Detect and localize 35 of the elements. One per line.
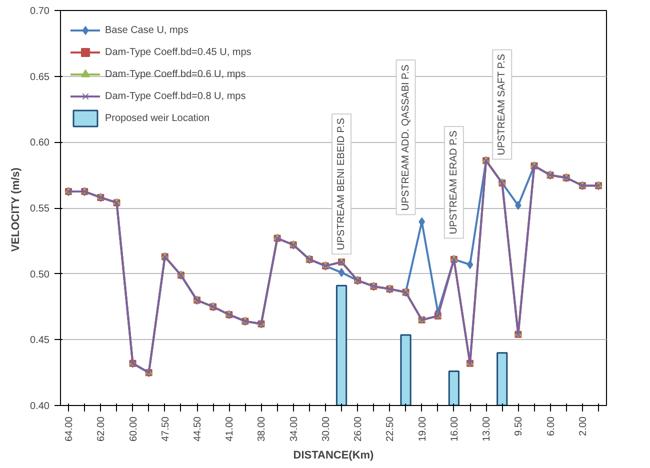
- x-tick-label: 2.00: [578, 416, 589, 436]
- x-tick-label: 38.00: [256, 416, 268, 442]
- annotation: UPSTREAM ADD. QASSABI P.S: [400, 64, 412, 211]
- legend-label: Proposed weir Location: [105, 112, 210, 125]
- y-tick-label: 0.70: [30, 6, 50, 17]
- x-tick-label: 60.00: [128, 416, 140, 442]
- x-tick-label: 26.00: [353, 416, 364, 442]
- legend-label: Base Case U, mps: [105, 24, 188, 37]
- y-tick-label: 0.45: [30, 335, 50, 346]
- legend-label: Dam-Type Coeff.bd=0.8 U, mps: [105, 90, 246, 103]
- annotation: UPSTREAM ERAD P.S: [448, 130, 460, 234]
- x-tick-label: 13.00: [482, 416, 493, 442]
- y-tick-label: 0.65: [30, 72, 50, 83]
- legend-label: Dam-Type Coeff.bd=0.45 U, mps: [105, 46, 252, 59]
- y-tick-label: 0.55: [30, 204, 50, 214]
- annotation: UPSTREAM SAFT P.S: [496, 54, 508, 156]
- x-tick-label: 19.00: [417, 416, 428, 442]
- x-tick-label: 30.00: [320, 416, 332, 442]
- x-tick-label: 62.00: [96, 416, 108, 442]
- x-tick-label: 34.00: [288, 416, 300, 442]
- x-tick-label: 6.00: [546, 416, 557, 436]
- y-tick-label: 0.50: [30, 269, 50, 280]
- x-tick-label: 16.00: [449, 416, 460, 442]
- x-tick-label: 47.50: [160, 416, 172, 442]
- x-tick-label: 44.50: [192, 416, 204, 442]
- y-tick-label: 0.40: [30, 401, 50, 412]
- x-tick-label: 22.50: [385, 416, 396, 442]
- annotation: UPSTREAM BENI EBEID P.S: [336, 118, 348, 250]
- legend-label: Dam-Type Coeff.bd=0.6 U, mps: [105, 68, 246, 81]
- x-tick-label: 9.50: [514, 416, 525, 436]
- x-axis-title: DISTANCE(Km): [293, 450, 374, 462]
- y-axis-title: VELOCITY (m/s): [10, 167, 22, 252]
- x-tick-label: 41.00: [224, 416, 236, 442]
- x-tick-label: 64.00: [64, 416, 76, 442]
- y-tick-label: 0.60: [30, 138, 50, 149]
